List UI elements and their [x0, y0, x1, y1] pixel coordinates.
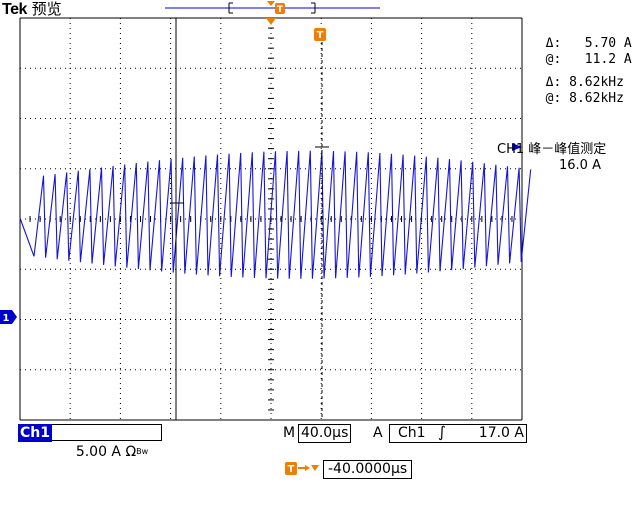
measurement-value: 16.0 A [559, 158, 601, 173]
svg-text:T: T [277, 5, 284, 15]
trigger-offset-icon: T [285, 462, 319, 475]
timebase-prefix: M [283, 425, 296, 441]
svg-text:T: T [288, 464, 295, 475]
timebase-value[interactable]: 40.0µs [298, 424, 352, 443]
graticule [19, 17, 523, 421]
measurement-title: CH1 峰－峰值测定 [497, 142, 607, 157]
channel-scale[interactable]: 5.00 A ΩBw [52, 424, 162, 460]
delta-symbol: Δ: [545, 36, 562, 51]
freq-delta-value: 8.62kHz [569, 75, 624, 90]
svg-text:1: 1 [3, 313, 10, 324]
cursor-freq-at: @: 8.62kHz [530, 75, 624, 107]
bandwidth-limit-icon: Bw [136, 447, 149, 456]
trigger-level-arrow [512, 143, 522, 151]
trigger-position-marker [266, 18, 276, 25]
trigger-settings[interactable]: Ch1 ∫ 17.0 A [389, 424, 527, 443]
at-symbol: @: [545, 91, 562, 106]
cursor-amp-delta: Δ: 5.70 A [530, 20, 632, 52]
volts-per-div: 5.00 A Ω [75, 444, 137, 460]
ch1-ground-marker[interactable]: 1 [0, 310, 17, 324]
trigger-time-icon: T [314, 28, 326, 41]
trigger-level: 17.0 A [478, 425, 524, 441]
record-view-bar: T [165, 1, 380, 15]
trigger-mode: A [373, 425, 383, 441]
cursors[interactable] [170, 18, 329, 420]
at-symbol: @: [545, 52, 562, 67]
brand-label: Tek 预览 [2, 0, 62, 19]
brand-name: Tek [2, 1, 27, 18]
channel-indicator[interactable]: Ch1 [18, 424, 52, 442]
trigger-source: Ch1 [398, 425, 426, 441]
ch1-trace-line [19, 150, 532, 279]
cursor-freq-delta: Δ: 8.62kHz [530, 59, 624, 91]
waveform-display[interactable]: T 1 [0, 0, 640, 424]
svg-text:T: T [317, 30, 324, 41]
rising-edge-icon: ∫ [438, 423, 446, 441]
freq-at-value: 8.62kHz [569, 91, 624, 106]
acquisition-mode: 预览 [31, 0, 62, 18]
amp-at-value: 11.2 A [584, 52, 632, 67]
delta-symbol: Δ: [545, 75, 562, 90]
horizontal-position-value[interactable]: -40.0000µs [323, 460, 413, 479]
status-bar: Ch1 5.00 A ΩBw M 40.0µs A Ch1 ∫ 17.0 A [0, 424, 640, 460]
record-trigger-icon: T [267, 1, 285, 15]
amp-delta-value: 5.70 A [584, 36, 632, 51]
ch1-waveform [19, 150, 532, 279]
cursor-amp-at: @: 11.2 A [530, 36, 632, 68]
